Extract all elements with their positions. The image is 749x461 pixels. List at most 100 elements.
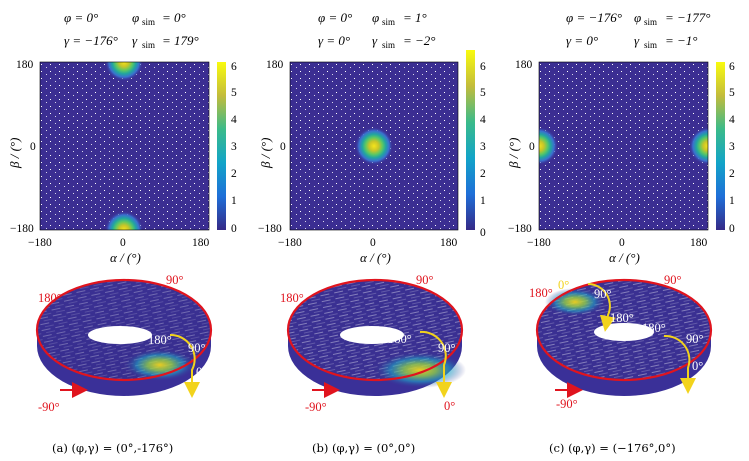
svg-text:3: 3 (480, 141, 486, 153)
ylabel-b: β / (°) (258, 138, 273, 169)
peak-blob-c-left (539, 127, 558, 165)
svg-text:-90°: -90° (305, 400, 327, 414)
svg-text:sim: sim (644, 40, 657, 50)
svg-text:−180: −180 (10, 223, 34, 235)
torus-a: 180° 90° -90° 180° 90° 0° (35, 273, 213, 414)
xlabel-c: α / (°) (609, 250, 640, 265)
ylabel-c: β / (°) (506, 138, 521, 169)
svg-text:0: 0 (30, 141, 36, 153)
svg-text:0°: 0° (444, 399, 455, 413)
heatmap-a (39, 61, 210, 231)
svg-text:90°: 90° (166, 273, 184, 287)
svg-text:φ = 0°: φ = 0° (318, 10, 352, 25)
svg-text:2: 2 (729, 168, 735, 180)
svg-text:0°: 0° (558, 278, 569, 292)
phi-sim-sub-a: sim (142, 17, 155, 27)
svg-text:= −177°: = −177° (665, 10, 711, 25)
peak-blob-b (355, 127, 393, 165)
svg-text:2: 2 (480, 168, 486, 180)
svg-text:6: 6 (729, 61, 735, 73)
svg-text:0: 0 (729, 223, 735, 235)
svg-text:-90°: -90° (38, 400, 60, 414)
svg-text:−180: −180 (28, 237, 52, 249)
axis-ticks-a: 180 0 −180 −180 0 180 (10, 59, 210, 249)
svg-text:4: 4 (231, 114, 237, 126)
param-block-c: φ = −176° φ sim = −177° γ = 0° γ sim = −… (566, 10, 711, 50)
param-block-a: φ = 0° φ sim = 0° γ = −176° γ sim = 179° (64, 10, 199, 50)
peak-blob-c-right (689, 127, 708, 165)
param-block-b: φ = 0° φ sim = 1° γ = 0° γ sim = −2° (318, 10, 436, 50)
phi-true-a: φ = 0° (64, 10, 98, 25)
torus-b: 180° 90° -90° 180° 90° 0° (280, 273, 466, 414)
ylabel-a: β / (°) (7, 138, 22, 169)
svg-text:5: 5 (729, 87, 735, 99)
svg-text:90°: 90° (594, 287, 612, 301)
heatmap-c (538, 61, 709, 231)
caption-c: (c) (φ,γ) = (−176°,0°) (549, 441, 676, 455)
svg-text:0: 0 (480, 227, 486, 239)
axis-ticks-c: 180 0 −180 −180 0 180 (508, 59, 708, 249)
svg-text:φ: φ (634, 10, 641, 25)
peak-blob-a-bottom (105, 211, 143, 230)
torus-hole-a (88, 326, 152, 344)
colorbar-a: 6 5 4 3 2 1 0 (217, 61, 237, 235)
svg-text:= −1°: = −1° (665, 33, 698, 48)
axis-ticks-b: 180 0 −180 −180 0 180 (258, 59, 458, 249)
phi-sim-symbol-a: φ (132, 10, 139, 25)
svg-text:0: 0 (280, 141, 286, 153)
gamma-sim-value-a: = 179° (162, 33, 199, 48)
svg-text:5: 5 (480, 87, 486, 99)
colorbar-b: 6 5 4 3 2 1 0 (466, 50, 486, 239)
svg-text:0: 0 (231, 223, 237, 235)
heatmap-b (289, 61, 459, 231)
svg-text:90°: 90° (686, 332, 704, 346)
peak-blob-a-top (105, 62, 143, 81)
torus-hole-b (340, 326, 404, 344)
svg-text:−180: −180 (278, 237, 302, 249)
svg-text:180: 180 (192, 237, 210, 249)
panel-b: φ = 0° φ sim = 1° γ = 0° γ sim = −2° 6 5… (258, 10, 486, 455)
caption-b: (b) (φ,γ) = (0°,0°) (312, 441, 415, 455)
xlabel-a: α / (°) (110, 250, 141, 265)
gamma-true-a: γ = −176° (64, 33, 118, 48)
svg-text:γ = 0°: γ = 0° (318, 33, 350, 48)
svg-text:3: 3 (231, 141, 237, 153)
svg-text:90°: 90° (188, 341, 206, 355)
svg-text:= −2°: = −2° (403, 33, 436, 48)
svg-text:6: 6 (480, 61, 486, 73)
svg-text:180°: 180° (529, 286, 553, 300)
svg-text:0: 0 (370, 237, 376, 249)
svg-text:5: 5 (231, 87, 237, 99)
phi-sim-value-a: = 0° (162, 10, 186, 25)
svg-text:γ: γ (372, 33, 378, 48)
svg-text:−180: −180 (258, 223, 282, 235)
svg-text:180: 180 (440, 237, 458, 249)
svg-text:−180: −180 (508, 223, 532, 235)
svg-text:0°: 0° (692, 359, 703, 373)
svg-text:180°: 180° (280, 291, 304, 305)
svg-text:1: 1 (480, 195, 486, 207)
panel-a: φ = 0° φ sim = 0° γ = −176° γ sim = 179°… (7, 10, 237, 455)
svg-text:φ: φ (372, 10, 379, 25)
svg-text:sim: sim (382, 17, 395, 27)
svg-text:180: 180 (515, 59, 533, 71)
svg-text:0: 0 (120, 237, 126, 249)
svg-text:0°: 0° (196, 365, 207, 379)
svg-text:1: 1 (729, 195, 735, 207)
svg-text:φ = −176°: φ = −176° (566, 10, 622, 25)
svg-text:γ = 0°: γ = 0° (566, 33, 598, 48)
caption-a: (a) (φ,γ) = (0°,-176°) (52, 441, 173, 455)
panel-c: φ = −176° φ sim = −177° γ = 0° γ sim = −… (506, 10, 735, 455)
svg-text:180°: 180° (642, 321, 666, 335)
svg-text:1: 1 (231, 195, 237, 207)
svg-text:180: 180 (16, 59, 34, 71)
svg-text:90°: 90° (438, 341, 456, 355)
svg-text:90°: 90° (664, 273, 682, 287)
svg-text:4: 4 (729, 114, 735, 126)
svg-text:180: 180 (690, 237, 708, 249)
gamma-sim-symbol-a: γ (132, 33, 138, 48)
svg-text:sim: sim (644, 17, 657, 27)
svg-text:3: 3 (729, 141, 735, 153)
svg-text:90°: 90° (416, 273, 434, 287)
